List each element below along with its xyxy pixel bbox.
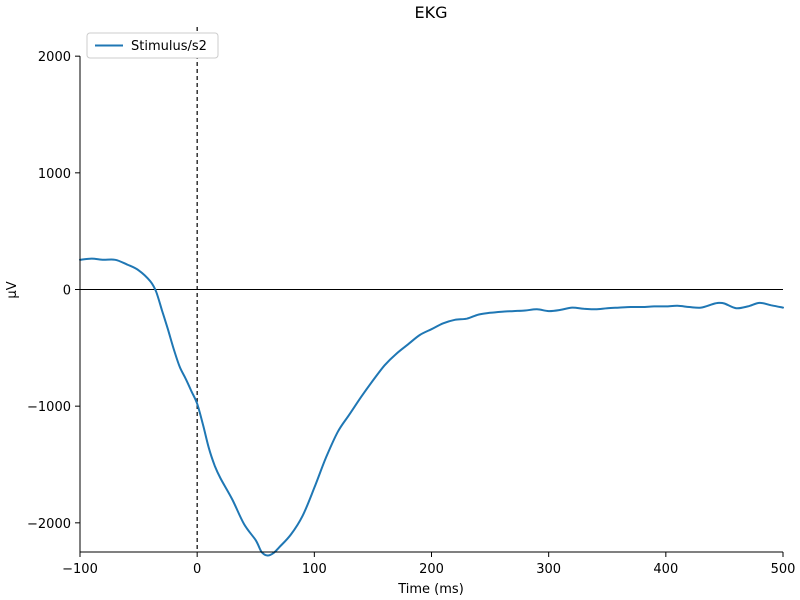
- x-tick-label: 200: [419, 562, 444, 577]
- x-tick-label: 500: [771, 562, 796, 577]
- y-axis-label: µV: [5, 281, 20, 298]
- x-tick-label: 0: [193, 562, 201, 577]
- x-axis-ticks: −100 0 100 200 300 400 500: [62, 552, 795, 577]
- y-axis-ticks: −2000 −1000 0 1000 2000: [27, 50, 80, 532]
- chart-title: EKG: [415, 3, 448, 22]
- x-tick-label: 400: [653, 562, 678, 577]
- legend: Stimulus/s2: [86, 32, 219, 59]
- x-tick-label: 300: [536, 562, 561, 577]
- legend-label-stimulus-s2: Stimulus/s2: [131, 39, 207, 54]
- legend-frame: [86, 32, 219, 59]
- x-axis-label: Time (ms): [397, 582, 464, 597]
- y-tick-label: −2000: [27, 517, 71, 532]
- series-line-stimulus-s2: [79, 257, 784, 557]
- y-tick-label: −1000: [27, 400, 71, 415]
- y-tick-label: 2000: [38, 50, 71, 65]
- y-tick-label: 0: [63, 284, 71, 299]
- y-tick-label: 1000: [38, 167, 71, 182]
- x-tick-label: −100: [62, 562, 98, 577]
- x-tick-label: 100: [302, 562, 327, 577]
